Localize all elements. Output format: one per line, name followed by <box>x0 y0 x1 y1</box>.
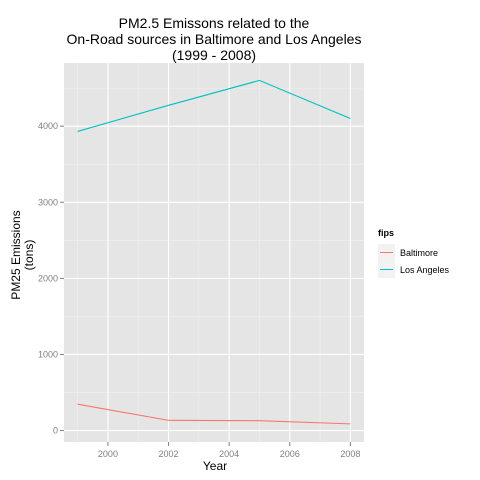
x-tick-label-2002: 2002 <box>159 449 179 459</box>
legend: fips Baltimore Los Angeles <box>378 228 449 278</box>
y-tick-label-4000: 4000 <box>38 121 58 131</box>
legend-item-los-angeles: Los Angeles <box>378 261 449 278</box>
plot-panel <box>64 63 364 442</box>
y-axis-label-line-2: (tons) <box>22 240 36 271</box>
series-line-baltimore <box>77 403 351 425</box>
y-tick-label-3000: 3000 <box>38 197 58 207</box>
legend-item-baltimore: Baltimore <box>378 244 449 261</box>
x-axis: 2000 2002 2004 2006 2008 <box>98 442 360 459</box>
y-axis-label-line-1: PM25 Emissions <box>9 210 23 299</box>
x-tick-label-2006: 2006 <box>280 449 300 459</box>
x-tick-label-2000: 2000 <box>98 449 118 459</box>
y-axis-label: PM25 Emissions (tons) <box>9 210 36 299</box>
x-tick-label-2004: 2004 <box>219 449 239 459</box>
legend-key-los-angeles <box>378 261 395 278</box>
series-line-los-angeles <box>77 79 351 132</box>
legend-label-baltimore: Baltimore <box>400 247 439 258</box>
legend-key-baltimore <box>378 244 395 261</box>
y-tick-label-0: 0 <box>53 426 58 436</box>
x-tick-label-2008: 2008 <box>340 449 360 459</box>
y-tick-label-2000: 2000 <box>38 273 58 283</box>
y-tick-label-1000: 1000 <box>38 349 58 359</box>
grid-major <box>64 63 364 442</box>
series-lines <box>77 79 351 425</box>
chart-title-line-2: On-Road sources in Baltimore and Los Ang… <box>66 31 362 47</box>
y-axis: 0 1000 2000 3000 4000 <box>38 121 64 436</box>
chart-title-line-1: PM2.5 Emissons related to the <box>118 15 310 31</box>
chart-title-line-3: (1999 - 2008) <box>171 47 257 63</box>
x-axis-label: Year <box>203 459 227 473</box>
legend-label-los-angeles: Los Angeles <box>400 264 450 275</box>
legend-title: fips <box>378 228 395 238</box>
